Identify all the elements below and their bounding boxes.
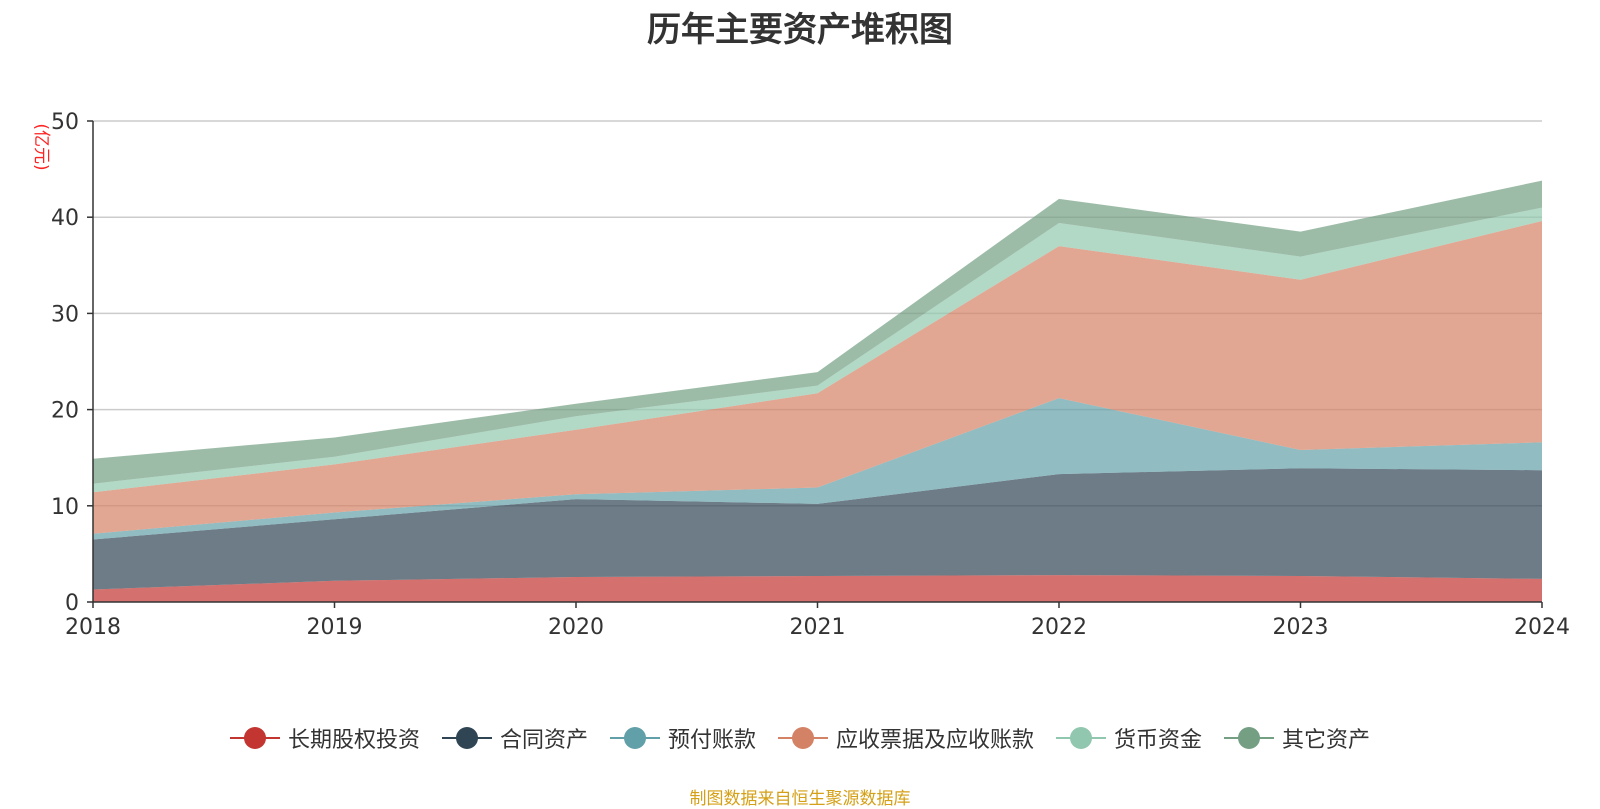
legend-item[interactable]: 货币资金 — [1056, 722, 1202, 754]
legend-label: 货币资金 — [1114, 728, 1203, 753]
legend-label: 合同资产 — [499, 728, 588, 753]
axes: 0 10 20 30 40 50 2018 2019 2020 2021 2022 2023 2024 — [51, 110, 1570, 640]
legend-marker-icon — [1056, 726, 1107, 750]
legend-item[interactable]: 应收票据及应收账款 — [778, 722, 1034, 754]
legend-marker-icon — [1224, 726, 1275, 750]
area-series-4 — [93, 221, 1542, 534]
chart-title: 历年主要资产堆积图 — [647, 10, 953, 50]
legend-item[interactable]: 长期股权投资 — [229, 722, 420, 754]
legend-item[interactable]: 合同资产 — [441, 722, 588, 754]
x-tick-label: 2023 — [1273, 615, 1329, 640]
legend-item[interactable]: 预付账款 — [609, 722, 756, 754]
y-tick-label: 20 — [51, 399, 79, 424]
x-tick-label: 2024 — [1514, 615, 1570, 640]
legend-label: 应收票据及应收账款 — [836, 728, 1035, 753]
x-tick-label: 2018 — [65, 615, 121, 640]
area-series-3 — [93, 398, 1542, 540]
x-tick-label: 2019 — [307, 615, 363, 640]
legend-item[interactable]: 其它资产 — [1224, 722, 1370, 754]
legend-marker-icon — [609, 726, 660, 750]
legend: 长期股权投资 合同资产 预付账款 应收票据及应收账款 货币资金 其它资产 — [0, 722, 1600, 754]
x-tick-label: 2020 — [548, 615, 604, 640]
series-areas — [93, 180, 1542, 602]
area-series-1 — [93, 575, 1542, 602]
area-series-6 — [93, 180, 1542, 484]
legend-label: 预付账款 — [667, 728, 756, 753]
x-tick-label: 2022 — [1031, 615, 1087, 640]
y-tick-label: 0 — [65, 591, 79, 616]
legend-marker-icon — [441, 726, 492, 750]
y-tick-label: 40 — [51, 206, 79, 231]
legend-marker-icon — [229, 726, 280, 750]
y-axis-unit-label: (亿元) — [31, 123, 51, 170]
y-tick-label: 50 — [51, 110, 79, 135]
x-tick-label: 2021 — [790, 615, 846, 640]
legend-label: 其它资产 — [1282, 728, 1371, 753]
area-series-2 — [93, 468, 1542, 590]
legend-marker-icon — [778, 726, 828, 750]
source-note: 制图数据来自恒生聚源数据库 — [689, 789, 911, 809]
legend-label: 长期股权投资 — [287, 728, 420, 753]
y-tick-label: 10 — [51, 495, 79, 520]
y-tick-label: 30 — [51, 302, 79, 327]
